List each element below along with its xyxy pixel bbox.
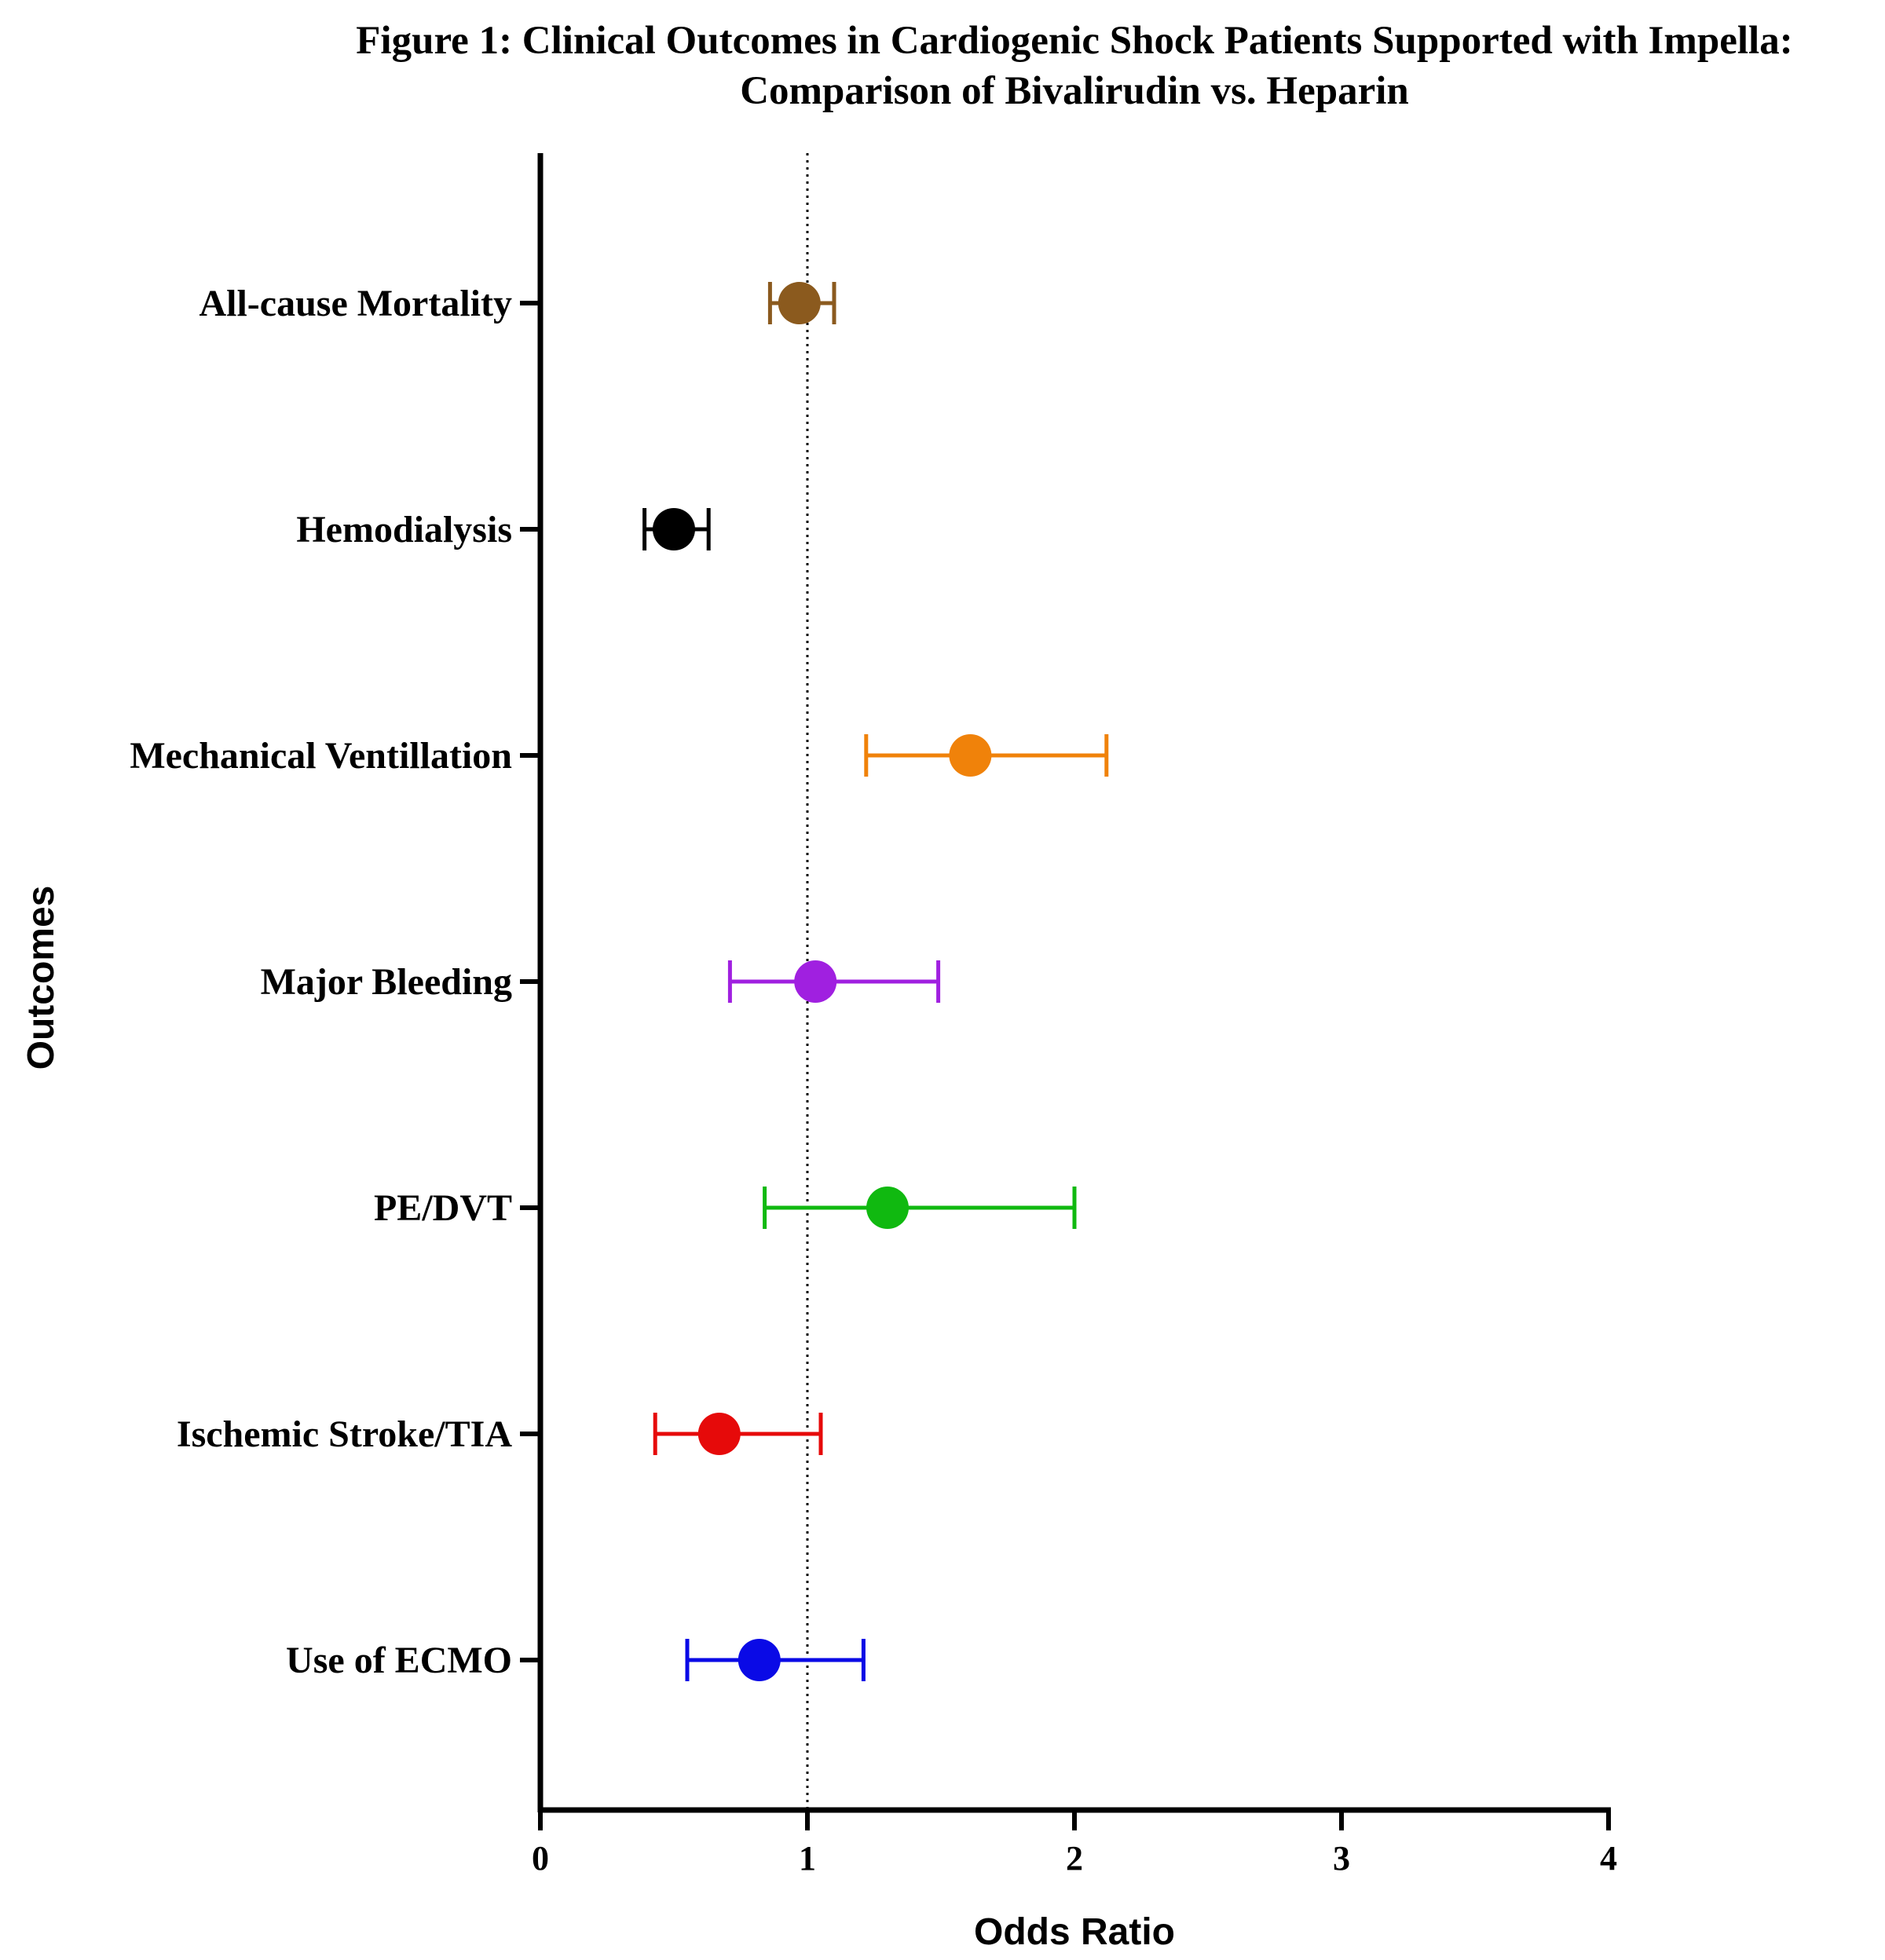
y-tick-label: Use of ECMO — [286, 1640, 512, 1681]
y-tick-label: All-cause Mortality — [199, 283, 512, 324]
point-estimate — [778, 282, 821, 324]
y-tick-label: PE/DVT — [374, 1187, 512, 1229]
y-tick-label: Major Bleeding — [261, 961, 512, 1003]
point-estimate — [653, 508, 695, 550]
x-tick-label: 2 — [1066, 1839, 1083, 1878]
x-tick-label: 4 — [1600, 1839, 1617, 1878]
chart-title-line-2: Comparison of Bivalirudin vs. Heparin — [740, 69, 1409, 113]
chart-title-line-1: Figure 1: Clinical Outcomes in Cardiogen… — [356, 19, 1792, 63]
point-estimate — [949, 734, 992, 777]
x-tick-label: 1 — [799, 1839, 816, 1878]
y-axis-title: Outcomes — [20, 886, 62, 1070]
point-estimate — [738, 1639, 781, 1681]
x-tick-label: 0 — [532, 1839, 549, 1878]
y-tick-label: Hemodialysis — [296, 509, 512, 550]
x-axis-title: Odds Ratio — [974, 1911, 1175, 1953]
y-tick-label: Ischemic Stroke/TIA — [177, 1413, 512, 1455]
point-estimate — [794, 960, 837, 1003]
x-tick-label: 3 — [1333, 1839, 1350, 1878]
point-estimate — [866, 1187, 909, 1229]
y-tick-label: Mechanical Ventillation — [130, 735, 512, 777]
point-estimate — [697, 1413, 741, 1455]
